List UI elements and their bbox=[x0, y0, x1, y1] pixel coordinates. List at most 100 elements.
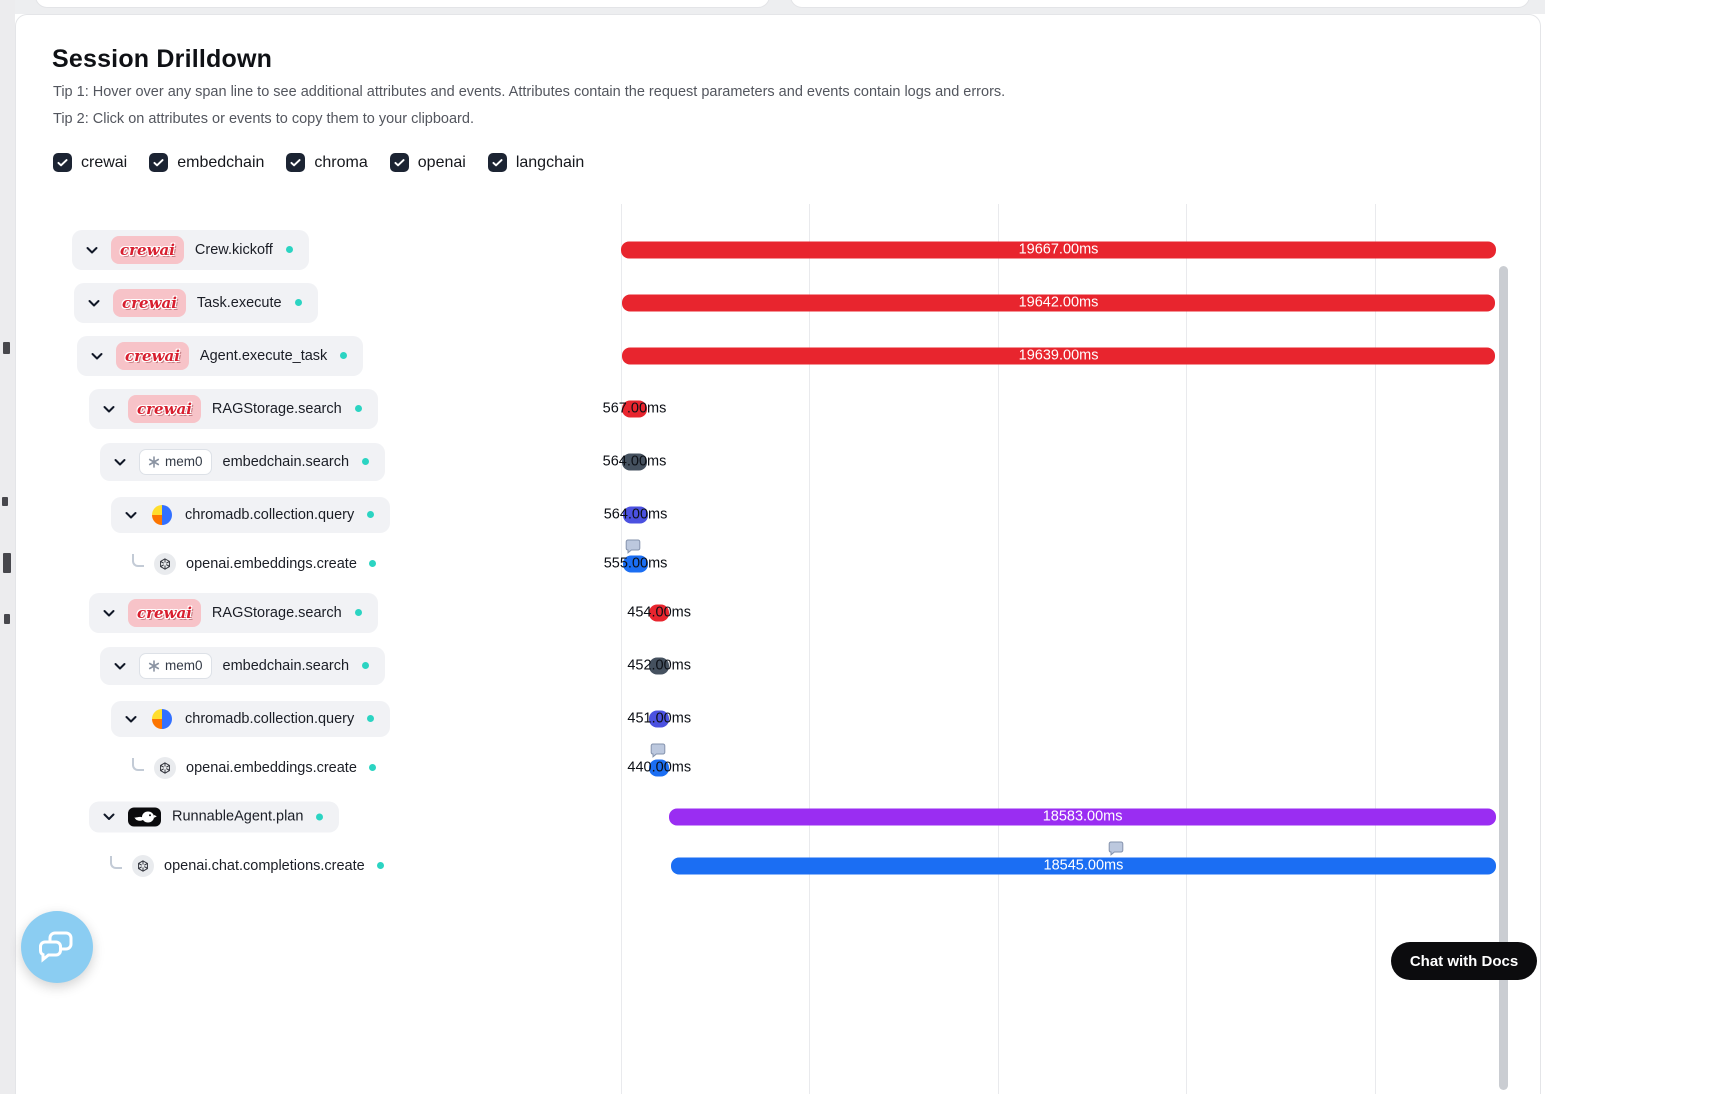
span-bar[interactable] bbox=[621, 453, 648, 470]
span-row-header: crewai RAGStorage.search bbox=[89, 592, 378, 633]
status-dot bbox=[340, 352, 348, 359]
span-bar-track: 567.00ms bbox=[603, 400, 1496, 417]
chevron-down-icon[interactable] bbox=[112, 454, 128, 470]
filter-label: chroma bbox=[314, 153, 368, 171]
timeline-gridline bbox=[1186, 204, 1187, 1094]
event-bubble-icon[interactable] bbox=[1108, 840, 1124, 856]
event-bubble-icon[interactable] bbox=[650, 742, 666, 758]
span-rows: crewai Crew.kickoff 19667.00ms crewai bbox=[16, 223, 1540, 888]
event-bubble-icon[interactable] bbox=[625, 538, 641, 554]
chat-with-docs-button[interactable]: Chat with Docs bbox=[1391, 942, 1537, 980]
status-dot bbox=[368, 560, 376, 567]
span-row-header: openai.embeddings.create bbox=[132, 756, 376, 779]
chevron-down-icon[interactable] bbox=[101, 809, 117, 825]
span-label: Crew.kickoff bbox=[194, 241, 273, 258]
span-row-header: crewai Crew.kickoff bbox=[72, 229, 309, 270]
span-row[interactable]: crewai RAGStorage.search 567.00ms bbox=[16, 382, 1540, 435]
span-bar-track: 440.00ms bbox=[621, 743, 1496, 776]
top-partial-card-left bbox=[35, 0, 770, 8]
filter-bar: crewai embedchain chroma openai langchai… bbox=[53, 153, 584, 172]
chat-widget-button[interactable] bbox=[21, 911, 93, 983]
span-bar[interactable] bbox=[649, 759, 670, 776]
chevron-down-icon[interactable] bbox=[101, 605, 117, 621]
span-bar-track: 564.00ms bbox=[604, 506, 1496, 523]
mem0-logo: mem0 bbox=[139, 448, 212, 475]
crewai-logo: crewai bbox=[128, 394, 201, 423]
tip-2-text: Tip 2: Click on attributes or events to … bbox=[53, 111, 474, 127]
span-bar[interactable] bbox=[621, 241, 1496, 258]
tree-elbow-icon bbox=[110, 855, 122, 869]
session-drilldown-card: Session Drilldown Tip 1: Hover over any … bbox=[15, 14, 1541, 1094]
span-row[interactable]: crewai Agent.execute_task 19639.00ms bbox=[16, 329, 1540, 382]
span-duration: 567.00ms bbox=[602, 400, 667, 417]
chevron-down-icon[interactable] bbox=[89, 348, 105, 364]
span-bar[interactable] bbox=[623, 555, 648, 572]
checkbox-checked-icon[interactable] bbox=[149, 153, 169, 172]
span-label: openai.chat.completions.create bbox=[164, 857, 365, 874]
status-dot bbox=[362, 662, 370, 669]
span-row-header: crewai Task.execute bbox=[74, 282, 318, 323]
span-bar-track: 564.00ms bbox=[603, 453, 1496, 470]
checkbox-checked-icon[interactable] bbox=[286, 153, 306, 172]
span-row-header: crewai RAGStorage.search bbox=[89, 388, 378, 429]
chroma-logo bbox=[150, 707, 174, 731]
chevron-down-icon[interactable] bbox=[86, 295, 102, 311]
span-row[interactable]: RunnableAgent.plan 18583.00ms bbox=[16, 790, 1540, 843]
mem0-asterisk-icon bbox=[148, 455, 160, 468]
span-bar[interactable] bbox=[621, 347, 1496, 364]
span-row-header: openai.chat.completions.create bbox=[110, 854, 384, 877]
span-row-header: openai.embeddings.create bbox=[132, 552, 376, 575]
vertical-scrollbar-thumb[interactable] bbox=[1499, 266, 1508, 1090]
status-dot bbox=[354, 609, 362, 616]
span-bar-track: 18583.00ms bbox=[621, 808, 1496, 825]
span-bar[interactable] bbox=[649, 657, 670, 674]
chevron-down-icon[interactable] bbox=[84, 242, 100, 258]
filter-checkbox-item[interactable]: chroma bbox=[286, 153, 368, 172]
span-row-header: RunnableAgent.plan bbox=[89, 801, 340, 832]
chevron-down-icon[interactable] bbox=[123, 711, 139, 727]
filter-checkbox-item[interactable]: openai bbox=[389, 153, 466, 172]
openai-logo bbox=[154, 756, 176, 779]
openai-logo bbox=[132, 854, 154, 877]
span-row[interactable]: chromadb.collection.query 564.00ms bbox=[16, 488, 1540, 541]
span-bar[interactable] bbox=[669, 808, 1496, 825]
filter-checkbox-item[interactable]: embedchain bbox=[149, 153, 264, 172]
chevron-down-icon[interactable] bbox=[112, 658, 128, 674]
crewai-logo: crewai bbox=[111, 235, 184, 264]
mem0-logo: mem0 bbox=[139, 652, 212, 679]
span-bar-track: 451.00ms bbox=[621, 710, 1496, 727]
span-duration: 555.00ms bbox=[603, 555, 668, 572]
span-row[interactable]: mem0 embedchain.search 452.00ms bbox=[16, 639, 1540, 692]
checkbox-checked-icon[interactable] bbox=[487, 153, 507, 172]
span-bar[interactable] bbox=[621, 294, 1496, 311]
span-bar[interactable] bbox=[621, 400, 648, 417]
span-label: openai.embeddings.create bbox=[186, 759, 357, 776]
tree-elbow-icon bbox=[132, 553, 144, 567]
span-bar[interactable] bbox=[649, 604, 670, 621]
span-row[interactable]: openai.embeddings.create 555.00ms bbox=[16, 539, 1540, 586]
span-row[interactable]: openai.embeddings.create 440.00ms bbox=[16, 743, 1540, 790]
span-bar[interactable] bbox=[649, 710, 670, 727]
span-duration: 451.00ms bbox=[627, 710, 692, 727]
span-bar-track: 555.00ms bbox=[604, 539, 1496, 572]
chevron-down-icon[interactable] bbox=[123, 507, 139, 523]
filter-checkbox-item[interactable]: langchain bbox=[487, 153, 584, 172]
span-duration: 19639.00ms bbox=[1018, 347, 1099, 364]
span-bar-track: 454.00ms bbox=[621, 604, 1496, 621]
span-row[interactable]: chromadb.collection.query 451.00ms bbox=[16, 692, 1540, 745]
checkbox-checked-icon[interactable] bbox=[53, 153, 72, 172]
span-duration: 18583.00ms bbox=[1042, 808, 1123, 825]
chevron-down-icon[interactable] bbox=[101, 401, 117, 417]
span-row[interactable]: crewai Crew.kickoff 19667.00ms bbox=[16, 223, 1540, 276]
span-bar-track: 18545.00ms bbox=[621, 841, 1496, 874]
span-bar[interactable] bbox=[623, 506, 649, 523]
filter-label: crewai bbox=[81, 153, 128, 171]
filter-checkbox-item[interactable]: crewai bbox=[53, 153, 127, 172]
mem0-asterisk-icon bbox=[148, 659, 160, 672]
span-row[interactable]: crewai RAGStorage.search 454.00ms bbox=[16, 586, 1540, 639]
span-row[interactable]: mem0 embedchain.search 564.00ms bbox=[16, 435, 1540, 488]
span-row[interactable]: crewai Task.execute 19642.00ms bbox=[16, 276, 1540, 329]
checkbox-checked-icon[interactable] bbox=[389, 153, 409, 172]
span-row[interactable]: openai.chat.completions.create 18545.00m… bbox=[16, 841, 1540, 888]
span-bar[interactable] bbox=[670, 857, 1496, 874]
